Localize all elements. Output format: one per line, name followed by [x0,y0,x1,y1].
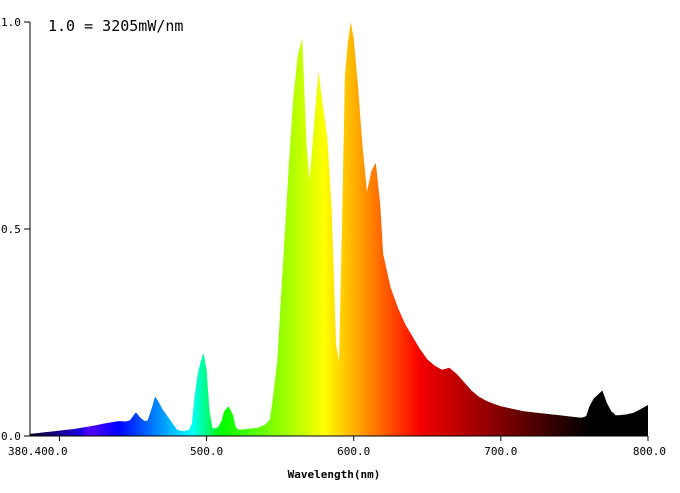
x-tick-label: 700.0 [484,445,517,458]
x-tick-label: 800.0 [633,445,666,458]
spectrum-series-area [30,22,648,436]
ticks: 0.0 0.5 1.0 380.400.0 500.0 600.0 700.0 800.0 [1,16,666,458]
x-tick-label: 500.0 [190,445,223,458]
y-tick-label: 0.5 [1,223,21,236]
x-tick-label: 380.400.0 [8,445,68,458]
x-tick-label: 600.0 [337,445,370,458]
scale-annotation: 1.0 = 3205mW/nm [48,17,183,35]
y-tick-label: 1.0 [1,16,21,29]
x-axis-label: Wavelength(nm) [288,468,381,481]
spectrum-area [30,22,648,436]
y-tick-label: 0.0 [1,430,21,443]
